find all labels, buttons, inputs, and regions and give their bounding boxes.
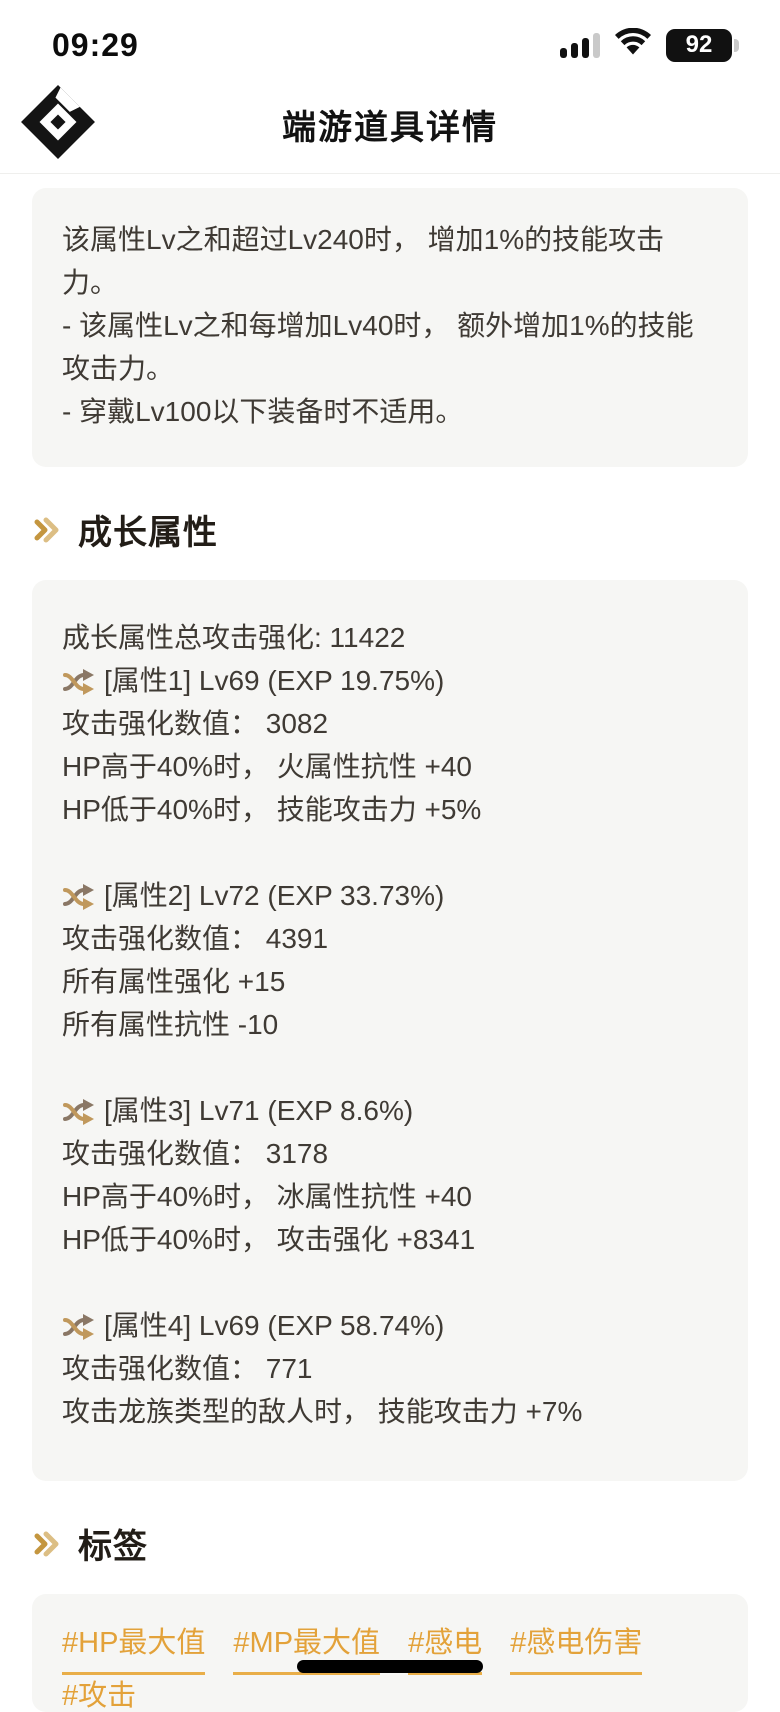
page-content: 该属性Lv之和超过Lv240时， 增加1%的技能攻击力。 - 该属性Lv之和每增… <box>0 188 780 1712</box>
attribute-line: HP高于40%时， 火属性抗性 +40 <box>62 751 472 782</box>
attribute-header: [属性1] Lv69 (EXP 19.75%) <box>62 659 718 702</box>
growth-attributes-card: 成长属性总攻击强化: 11422 [属性1] Lv69 (EXP 19.75%)… <box>32 580 748 1481</box>
tag-link-shock[interactable]: #感电 <box>408 1622 483 1675</box>
attribute-line: HP高于40%时， 冰属性抗性 +40 <box>62 1181 472 1212</box>
attribute-group: [属性2] Lv72 (EXP 33.73%) 攻击强化数值： 4391 所有属… <box>62 874 718 1046</box>
attribute-line: 攻击强化数值： 3082 <box>62 708 329 739</box>
attribute-line: 攻击强化数值： 771 <box>62 1353 313 1384</box>
status-time: 09:29 <box>52 26 139 63</box>
description-line: - 该属性Lv之和每增加Lv40时， 额外增加1%的技能攻击力。 <box>62 310 694 384</box>
tags-section-header: 标签 <box>32 1519 748 1568</box>
shuffle-icon <box>62 666 98 696</box>
attribute-line: 所有属性抗性 -10 <box>62 1009 279 1040</box>
shuffle-icon <box>62 1096 98 1126</box>
attribute-group: [属性4] Lv69 (EXP 58.74%) 攻击强化数值： 771 攻击龙族… <box>62 1304 718 1433</box>
attribute-line: 攻击龙族类型的敌人时， 技能攻击力 +7% <box>62 1396 583 1427</box>
tags-card: #HP最大值 #MP最大值 #感电 #感电伤害 #攻击 <box>32 1594 748 1712</box>
growth-section-header: 成长属性 <box>32 505 748 554</box>
item-description-card: 该属性Lv之和超过Lv240时， 增加1%的技能攻击力。 - 该属性Lv之和每增… <box>32 188 748 467</box>
shuffle-icon <box>62 1311 98 1341</box>
tag-link-attack[interactable]: #攻击 <box>62 1675 136 1712</box>
attribute-line: 攻击强化数值： 4391 <box>62 923 329 954</box>
description-line: 该属性Lv之和超过Lv240时， 增加1%的技能攻击力。 <box>62 224 665 298</box>
battery-icon: 92 <box>666 28 739 62</box>
attribute-name: [属性4] Lv69 (EXP 58.74%) <box>104 1310 445 1341</box>
app-header: 端游道具详情 <box>0 76 780 174</box>
attribute-line: 所有属性强化 +15 <box>62 966 286 997</box>
description-line: - 穿戴Lv100以下装备时不适用。 <box>62 396 464 427</box>
attribute-header: [属性3] Lv71 (EXP 8.6%) <box>62 1089 718 1132</box>
wifi-icon <box>614 27 652 63</box>
attribute-group: [属性3] Lv71 (EXP 8.6%) 攻击强化数值： 3178 HP高于4… <box>62 1089 718 1261</box>
tag-link-shock-damage[interactable]: #感电伤害 <box>510 1622 643 1675</box>
attribute-group: [属性1] Lv69 (EXP 19.75%) 攻击强化数值： 3082 HP高… <box>62 659 718 831</box>
attribute-header: [属性2] Lv72 (EXP 33.73%) <box>62 874 718 917</box>
section-title-tags: 标签 <box>78 1528 148 1566</box>
cellular-signal-icon <box>560 32 600 58</box>
section-title-growth: 成长属性 <box>78 514 218 552</box>
battery-percent: 92 <box>685 31 713 58</box>
attribute-name: [属性1] Lv69 (EXP 19.75%) <box>104 665 445 696</box>
attribute-line: HP低于40%时， 攻击强化 +8341 <box>62 1224 476 1255</box>
diamond-logo-icon[interactable] <box>16 80 100 164</box>
home-indicator[interactable] <box>297 1660 483 1673</box>
page-title: 端游道具详情 <box>282 109 498 147</box>
status-bar: 09:29 92 <box>0 0 780 76</box>
shuffle-icon <box>62 881 98 911</box>
gold-double-chevron-icon <box>32 513 66 547</box>
attribute-name: [属性2] Lv72 (EXP 33.73%) <box>104 880 445 911</box>
gold-double-chevron-icon <box>32 1527 66 1561</box>
attribute-header: [属性4] Lv69 (EXP 58.74%) <box>62 1304 718 1347</box>
tag-link-hp-max[interactable]: #HP最大值 <box>62 1622 206 1675</box>
status-icons: 92 <box>560 27 739 63</box>
attribute-line: 攻击强化数值： 3178 <box>62 1138 329 1169</box>
attribute-name: [属性3] Lv71 (EXP 8.6%) <box>104 1095 414 1126</box>
growth-total-line: 成长属性总攻击强化: 11422 <box>62 622 406 653</box>
attribute-line: HP低于40%时， 技能攻击力 +5% <box>62 794 482 825</box>
tag-link-mp-max[interactable]: #MP最大值 <box>233 1622 381 1675</box>
